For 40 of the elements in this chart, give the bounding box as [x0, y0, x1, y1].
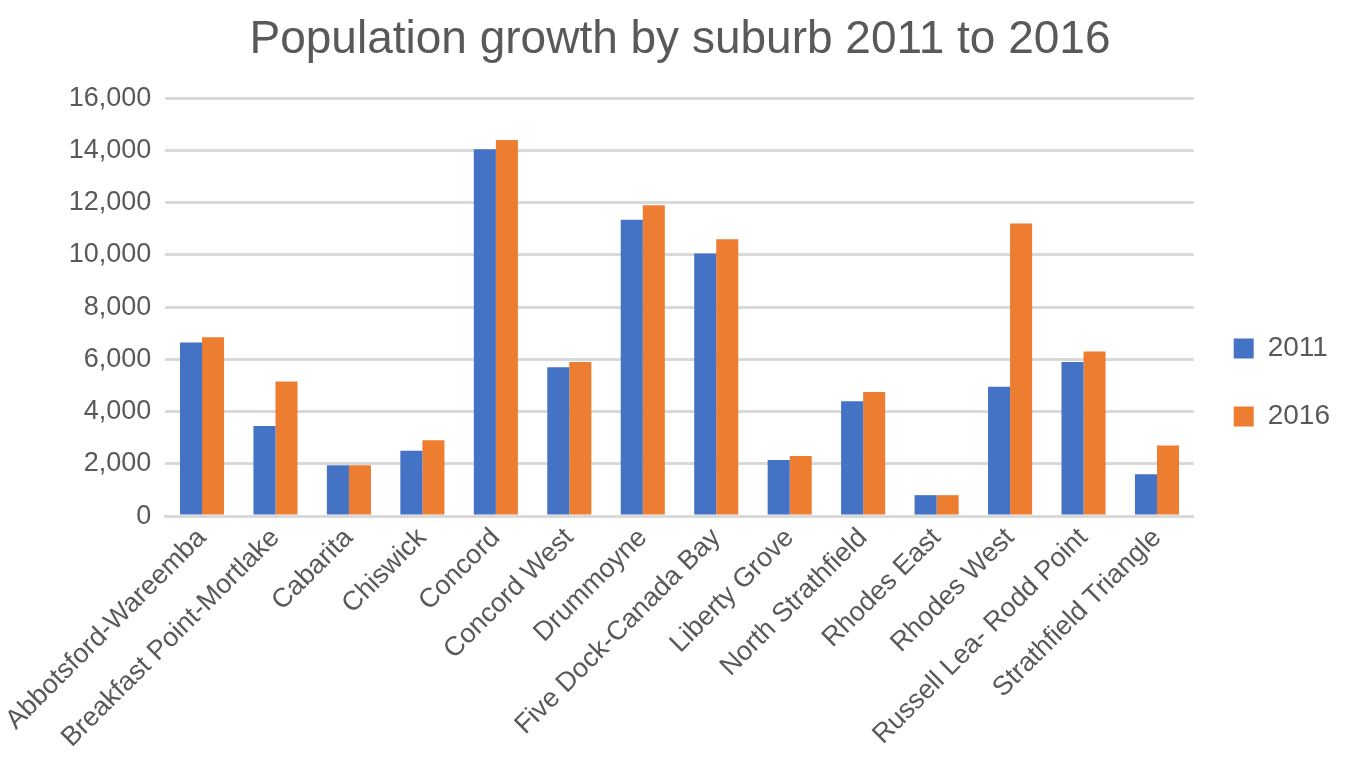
bar [988, 386, 1011, 515]
y-tick-label: 2,000 [83, 447, 152, 478]
bar [620, 219, 643, 515]
legend-label: 2016 [1267, 399, 1331, 431]
bar [400, 450, 423, 515]
bar [789, 455, 812, 515]
bar [473, 149, 496, 515]
y-tick-label: 10,000 [68, 238, 152, 269]
bar [936, 495, 959, 515]
bar [547, 367, 570, 515]
y-tick-label: 12,000 [68, 186, 152, 217]
bar [202, 337, 225, 515]
bar [348, 465, 371, 515]
y-tick-label: 6,000 [83, 342, 152, 373]
bar [716, 239, 739, 515]
bar [179, 342, 203, 515]
bar [422, 440, 445, 515]
bar [326, 465, 349, 515]
y-tick-label: 14,000 [68, 133, 152, 164]
bar [694, 253, 717, 515]
legend-label: 2011 [1267, 331, 1328, 363]
bar [1134, 474, 1157, 515]
bar [253, 425, 276, 515]
y-tick-label: 4,000 [83, 395, 152, 426]
bar [1010, 223, 1033, 515]
bar [1083, 351, 1106, 515]
y-tick-label: 0 [136, 499, 152, 530]
bar [767, 459, 790, 515]
bar [642, 205, 665, 515]
bar [914, 495, 937, 515]
bar [569, 361, 592, 515]
bar [863, 392, 886, 515]
chart-title: Population growth by suburb 2011 to 2016 [249, 11, 1111, 64]
bar [841, 401, 864, 515]
bar [495, 139, 518, 515]
bar [1156, 445, 1180, 515]
y-tick-label: 16,000 [68, 81, 152, 112]
bar [1061, 361, 1084, 515]
bar [275, 381, 298, 515]
y-tick-label: 8,000 [83, 290, 152, 321]
